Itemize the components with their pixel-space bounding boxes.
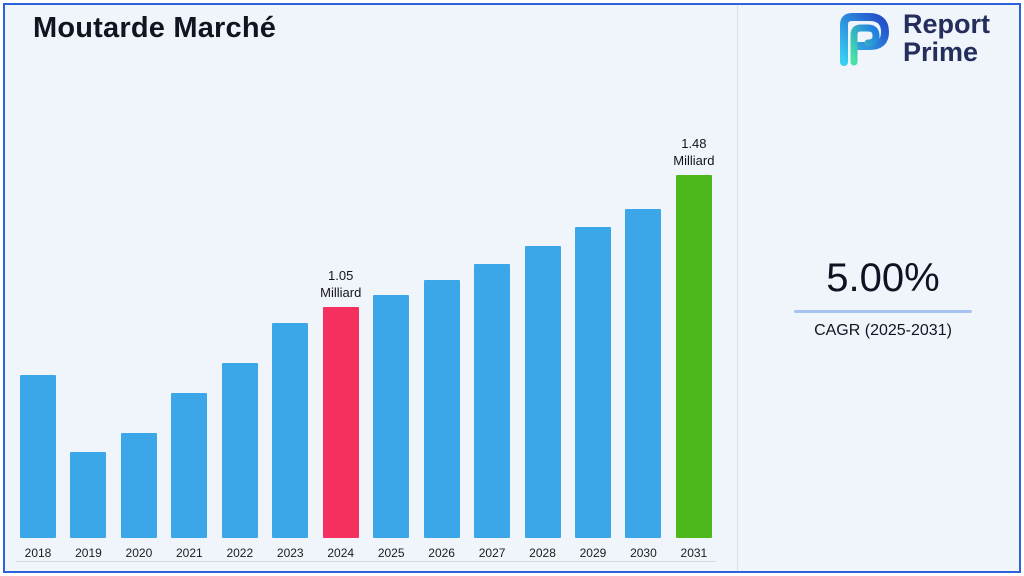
bar-group-2019: 2019 bbox=[66, 452, 110, 561]
bar-2021 bbox=[171, 393, 208, 538]
x-axis-label-2019: 2019 bbox=[75, 546, 102, 560]
bar-annotation-line: Milliard bbox=[673, 153, 715, 169]
bar-2027 bbox=[474, 264, 511, 538]
x-axis-label-2030: 2030 bbox=[630, 546, 657, 560]
bar-group-2025: 2025 bbox=[369, 295, 413, 561]
bar-group-2031: 1.48 Milliard 2031 bbox=[672, 136, 716, 561]
x-axis-label-2026: 2026 bbox=[428, 546, 455, 560]
bar-plot: 2018 2019 2020 2021 2022 2023 1.05 Milliard 2024… bbox=[16, 136, 716, 562]
x-axis-label-2029: 2029 bbox=[579, 546, 607, 560]
bar-2019 bbox=[70, 452, 107, 538]
bar-group-2021: 2021 bbox=[167, 393, 211, 561]
x-axis-label-2028: 2028 bbox=[529, 546, 556, 560]
bar-annotation-line: 1.05 bbox=[328, 268, 354, 284]
bar-annotation-line: Milliard bbox=[320, 285, 362, 301]
bar-annotation-2031: 1.48 Milliard bbox=[673, 136, 714, 170]
cagr-panel: 5.00% CAGR (2025-2031) bbox=[788, 256, 978, 340]
bar-group-2018: 2018 bbox=[16, 375, 60, 561]
bar-2018 bbox=[20, 375, 56, 538]
x-axis-label-2031: 2031 bbox=[680, 546, 708, 560]
bar-2026 bbox=[423, 280, 460, 538]
bar-2028 bbox=[524, 246, 561, 538]
bar-group-2023: 2023 bbox=[268, 323, 312, 561]
bar-group-2024: 1.05 Milliard 2024 bbox=[319, 268, 363, 561]
bar-annotation-line: 1.48 bbox=[681, 136, 707, 152]
cagr-underline bbox=[794, 310, 972, 313]
bar-group-2022: 2022 bbox=[218, 363, 262, 561]
page-title: Moutarde Marché bbox=[33, 12, 277, 44]
bar-2024 bbox=[322, 307, 359, 538]
bar-2020 bbox=[120, 433, 157, 538]
bar-group-2026: 2026 bbox=[420, 280, 464, 561]
brand-word-prime: Prime bbox=[903, 37, 979, 67]
bar-2031 bbox=[675, 175, 712, 538]
cagr-value: 5.00% bbox=[826, 256, 940, 300]
x-axis-label-2023: 2023 bbox=[276, 546, 304, 560]
brand-word-report: Report bbox=[903, 9, 990, 40]
bar-group-2028: 2028 bbox=[521, 246, 565, 561]
x-axis-label-2027: 2027 bbox=[478, 546, 506, 560]
cagr-label: CAGR (2025-2031) bbox=[814, 322, 952, 339]
x-axis-label-2025: 2025 bbox=[377, 546, 405, 560]
brand-logo-text: Report Prime bbox=[903, 11, 990, 66]
brand-logo-icon bbox=[840, 13, 889, 66]
bar-2025 bbox=[373, 295, 410, 538]
bar-2029 bbox=[574, 227, 611, 538]
bar-2023 bbox=[272, 323, 309, 538]
x-axis-label-2022: 2022 bbox=[226, 546, 254, 560]
vertical-divider bbox=[737, 5, 738, 571]
bar-annotation-2024: 1.05 Milliard bbox=[320, 268, 361, 302]
x-axis-label-2020: 2020 bbox=[125, 546, 153, 560]
bar-chart: 2018 2019 2020 2021 2022 2023 1.05 Milliard 2024… bbox=[16, 136, 716, 562]
bar-group-2030: 2030 bbox=[621, 209, 665, 561]
x-axis-label-2024: 2024 bbox=[327, 546, 355, 560]
x-axis-label-2021: 2021 bbox=[176, 546, 203, 560]
bar-2030 bbox=[625, 209, 662, 538]
bar-group-2027: 2027 bbox=[470, 264, 514, 561]
bar-group-2029: 2029 bbox=[571, 227, 615, 561]
brand-logo: Report Prime bbox=[832, 10, 990, 68]
x-axis-label-2018: 2018 bbox=[24, 546, 52, 560]
bar-2022 bbox=[221, 363, 258, 538]
bar-group-2020: 2020 bbox=[117, 433, 161, 561]
